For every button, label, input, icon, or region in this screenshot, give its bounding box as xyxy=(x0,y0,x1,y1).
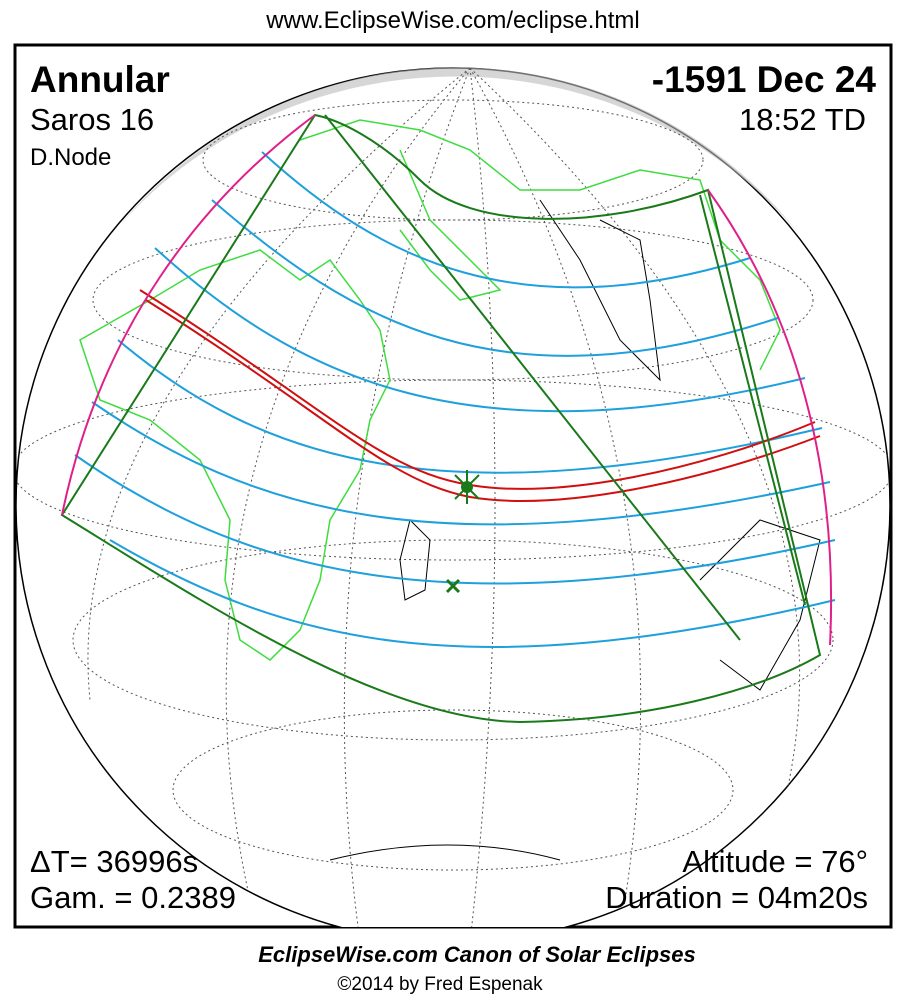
node: D.Node xyxy=(30,144,111,171)
land xyxy=(79,119,821,861)
graticule xyxy=(16,68,890,927)
saros: Saros 16 xyxy=(30,102,154,137)
eclipse-type: Annular xyxy=(30,59,170,100)
time: 18:52 TD xyxy=(739,102,866,137)
duration: Duration = 04m20s xyxy=(605,880,868,915)
url: www.EclipseWise.com/eclipse.html xyxy=(265,7,639,34)
globe xyxy=(15,67,891,927)
gamma: Gam. = 0.2389 xyxy=(30,880,236,915)
footer-title: EclipseWise.com Canon of Solar Eclipses xyxy=(258,942,696,967)
copyright: ©2014 by Fred Espenak xyxy=(337,974,543,995)
delta-t: ΔT= 36996s xyxy=(30,844,198,879)
greatest-eclipse xyxy=(445,470,480,594)
altitude: Altitude = 76° xyxy=(682,844,868,879)
shadow-limits xyxy=(60,113,836,724)
date: -1591 Dec 24 xyxy=(652,59,877,100)
